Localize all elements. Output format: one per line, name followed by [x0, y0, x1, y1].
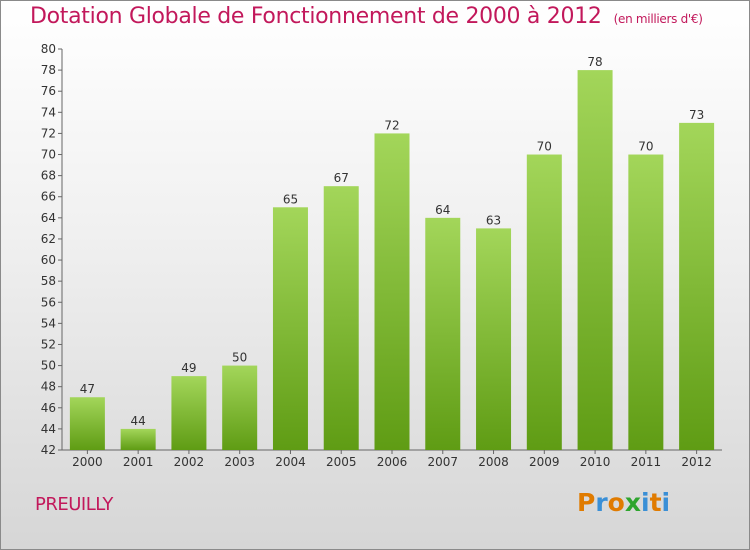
- x-tick-label: 2002: [174, 455, 205, 469]
- y-tick-label: 76: [41, 84, 56, 98]
- y-tick-label: 60: [41, 253, 56, 267]
- data-label: 70: [638, 140, 653, 154]
- bar: [120, 428, 156, 450]
- y-tick-label: 52: [41, 337, 56, 351]
- data-label: 67: [334, 171, 349, 185]
- bar: [374, 133, 410, 450]
- y-tick-label: 78: [41, 63, 56, 77]
- bar: [272, 207, 308, 450]
- x-tick-label: 2006: [377, 455, 408, 469]
- y-tick-label: 68: [41, 169, 56, 183]
- x-tick-label: 2005: [326, 455, 357, 469]
- bar: [323, 186, 359, 450]
- bar: [628, 154, 664, 451]
- logo-letter: x: [624, 488, 641, 517]
- bar: [222, 365, 258, 450]
- x-tick-label: 2009: [529, 455, 560, 469]
- y-tick-label: 54: [41, 316, 56, 330]
- logo-letter: t: [649, 488, 662, 517]
- y-tick-label: 66: [41, 190, 56, 204]
- x-tick-label: 2007: [427, 455, 458, 469]
- city-name: PREUILLY: [35, 494, 113, 515]
- data-label: 44: [131, 414, 146, 428]
- x-tick-label: 2010: [580, 455, 611, 469]
- bar: [476, 228, 512, 450]
- data-label: 63: [486, 213, 501, 227]
- y-tick-label: 64: [41, 211, 56, 225]
- y-tick-label: 80: [41, 42, 56, 56]
- x-tick-label: 2001: [123, 455, 154, 469]
- data-label: 73: [689, 108, 704, 122]
- bar: [526, 154, 562, 451]
- data-label: 50: [232, 351, 247, 365]
- logo-letter: i: [661, 488, 671, 517]
- y-tick-label: 44: [41, 422, 56, 436]
- y-tick-label: 70: [41, 148, 56, 162]
- x-tick-label: 2003: [224, 455, 255, 469]
- y-tick-label: 72: [41, 126, 56, 140]
- x-tick-label: 2008: [478, 455, 509, 469]
- bar: [577, 70, 613, 451]
- bar: [69, 397, 105, 450]
- logo-letter: P: [577, 488, 596, 517]
- logo-letter: i: [641, 488, 650, 517]
- x-tick-label: 2012: [681, 455, 712, 469]
- data-label: 65: [283, 192, 298, 206]
- chart-title: Dotation Globale de Fonctionnement de 20…: [30, 4, 602, 29]
- chart-subtitle: (en milliers d'€): [613, 12, 703, 26]
- y-tick-label: 56: [41, 295, 56, 309]
- y-tick-label: 42: [41, 443, 56, 457]
- chart-title-block: Dotation Globale de Fonctionnement de 20…: [30, 4, 703, 29]
- data-label: 64: [435, 203, 450, 217]
- y-tick-label: 46: [41, 401, 56, 415]
- bar: [679, 122, 715, 451]
- data-label: 72: [384, 118, 399, 132]
- y-tick-label: 50: [41, 359, 56, 373]
- y-tick-label: 48: [41, 380, 56, 394]
- bar: [171, 376, 207, 450]
- data-label: 70: [537, 140, 552, 154]
- y-tick-label: 58: [41, 274, 56, 288]
- data-label: 49: [181, 361, 196, 375]
- proxiti-logo[interactable]: Proxiti: [577, 488, 670, 517]
- x-tick-label: 2000: [72, 455, 103, 469]
- logo-letter: o: [607, 488, 625, 517]
- data-label: 47: [80, 382, 95, 396]
- y-tick-label: 62: [41, 232, 56, 246]
- y-tick-label: 74: [41, 105, 56, 119]
- logo-letter: r: [595, 488, 608, 517]
- x-tick-label: 2004: [275, 455, 306, 469]
- data-label: 78: [587, 55, 602, 69]
- bar: [425, 217, 461, 450]
- x-tick-label: 2011: [631, 455, 662, 469]
